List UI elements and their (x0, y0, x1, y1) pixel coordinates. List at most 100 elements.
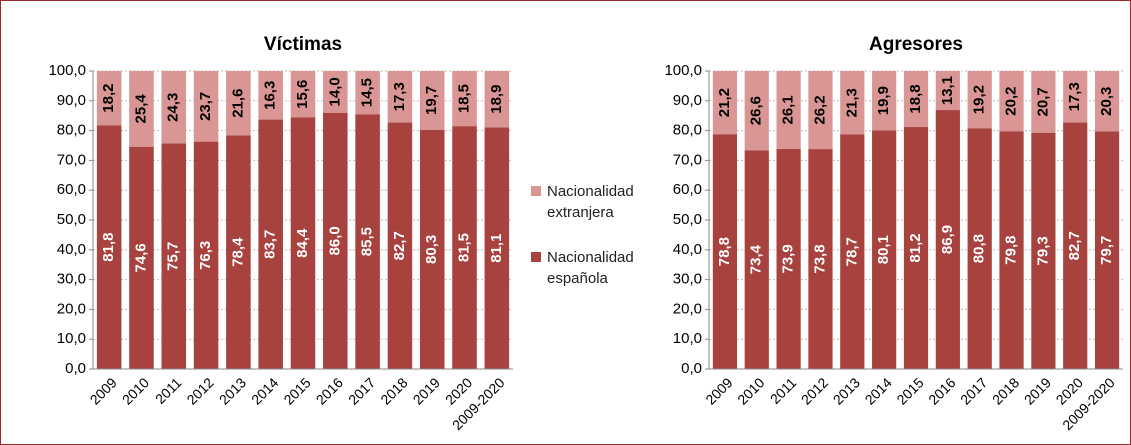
bar-segment (712, 134, 738, 369)
y-tick-label: 100,0 (664, 62, 702, 79)
bar-segment (193, 71, 219, 142)
data-label: 78,4 (229, 237, 246, 267)
data-label: 18,2 (100, 84, 117, 113)
y-tick-label: 50,0 (673, 211, 702, 228)
y-tick-label: 40,0 (673, 241, 702, 258)
x-tick-label: 2010 (734, 374, 767, 407)
y-tick-label: 20,0 (57, 300, 86, 317)
bar-segment (872, 71, 897, 131)
data-label: 18,5 (456, 84, 473, 113)
bar-segment (258, 71, 283, 120)
data-label: 14,5 (359, 78, 376, 107)
bar-segment (808, 149, 833, 369)
bar-segment (419, 129, 445, 369)
data-label: 20,3 (1098, 87, 1115, 116)
bar-segment (872, 130, 897, 369)
bar-segment (903, 71, 929, 128)
data-label: 23,7 (197, 92, 214, 121)
x-tick-label: 2014 (248, 374, 281, 407)
y-tick-label: 10,0 (57, 330, 86, 347)
bar-segment (1031, 132, 1056, 369)
chart-title: Víctimas (264, 34, 342, 55)
data-label: 24,3 (165, 93, 182, 122)
data-label: 81,8 (100, 233, 117, 262)
bar-segment (484, 71, 510, 128)
data-label: 78,7 (843, 237, 860, 266)
data-label: 25,4 (132, 94, 149, 124)
x-tick-label: 2018 (989, 374, 1022, 407)
y-tick-label: 80,0 (57, 122, 86, 139)
bar-segment (1094, 71, 1120, 132)
data-label: 86,0 (326, 226, 343, 255)
x-tick-label: 2009 (702, 374, 735, 407)
x-tick-label: 2017 (957, 374, 990, 407)
bar-segment (129, 71, 154, 147)
bar-segment (161, 71, 187, 144)
data-label: 19,7 (423, 86, 440, 115)
bar-segment (840, 134, 865, 369)
data-label: 21,6 (229, 89, 246, 118)
x-tick-label: 2015 (280, 374, 313, 407)
data-label: 21,2 (716, 88, 733, 117)
x-tick-label: 2019 (1021, 374, 1054, 407)
bar-segment (323, 112, 348, 369)
bar-segment (712, 71, 738, 135)
data-label: 82,7 (1066, 231, 1083, 260)
bar-segment (1063, 122, 1088, 369)
bar-segment (967, 71, 992, 129)
data-label: 85,5 (359, 227, 376, 256)
y-tick-label: 0,0 (681, 360, 702, 377)
y-tick-label: 0,0 (65, 360, 86, 377)
x-tick-label: 2016 (313, 374, 346, 407)
data-label: 14,0 (326, 77, 343, 106)
bar-segment (744, 71, 769, 151)
bar-segment (96, 125, 122, 370)
bar-segment (226, 71, 251, 136)
data-label: 81,5 (456, 233, 473, 262)
legend-label: Nacionalidad española (547, 249, 634, 287)
bar-segment (355, 71, 380, 115)
data-label: 79,3 (1034, 236, 1051, 265)
bar-segment (323, 71, 348, 113)
x-tick-label: 2010 (119, 374, 152, 407)
data-label: 75,7 (165, 242, 182, 271)
data-label: 84,4 (294, 228, 311, 258)
bar-segment (808, 71, 833, 150)
y-tick-label: 100,0 (48, 62, 86, 79)
data-label: 18,8 (907, 84, 924, 113)
data-label: 86,9 (939, 225, 956, 254)
bar-segment (776, 148, 801, 369)
y-tick-label: 80,0 (673, 122, 702, 139)
data-label: 81,1 (488, 234, 505, 263)
x-tick-label: 2017 (345, 374, 378, 407)
bar-segment (129, 146, 154, 369)
data-label: 21,3 (843, 88, 860, 117)
y-tick-label: 40,0 (57, 241, 86, 258)
x-tick-label: 2012 (798, 374, 831, 407)
data-label: 13,1 (939, 76, 956, 105)
bar-segment (193, 141, 219, 369)
bar-segment (935, 71, 960, 111)
legend-swatch (531, 186, 541, 196)
y-tick-label: 10,0 (673, 330, 702, 347)
bar-segment (290, 71, 316, 118)
data-label: 20,2 (1003, 86, 1020, 115)
bar-segment (999, 71, 1024, 132)
y-tick-label: 50,0 (57, 211, 86, 228)
y-tick-label: 20,0 (673, 300, 702, 317)
x-tick-label: 2018 (377, 374, 410, 407)
y-tick-label: 70,0 (673, 151, 702, 168)
bar-segment (967, 128, 992, 369)
bar-segment (999, 131, 1024, 369)
x-tick-label: 2013 (830, 374, 863, 407)
data-label: 19,9 (875, 86, 892, 115)
data-label: 78,8 (716, 237, 733, 266)
y-tick-label: 70,0 (57, 151, 86, 168)
bar-segment (226, 135, 251, 369)
x-tick-label: 2019 (410, 374, 443, 407)
x-tick-label: 2013 (216, 374, 249, 407)
data-label: 19,2 (971, 85, 988, 114)
data-label: 80,1 (875, 235, 892, 264)
